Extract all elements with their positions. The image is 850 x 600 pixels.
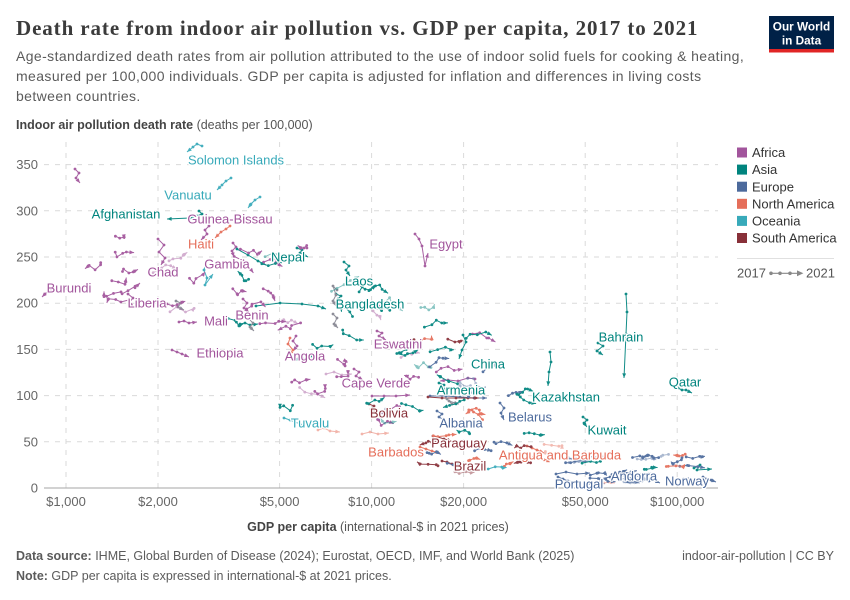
svg-text:$2,000: $2,000 [138,494,178,509]
svg-text:indoor-air-pollution | CC BY: indoor-air-pollution | CC BY [682,549,835,563]
svg-text:Afghanistan: Afghanistan [92,207,161,222]
svg-text:Tuvalu: Tuvalu [291,416,330,431]
svg-text:Age-standardized death rates f: Age-standardized death rates from air po… [16,48,744,64]
svg-text:300: 300 [16,203,38,218]
svg-text:Kazakhstan: Kazakhstan [532,390,600,405]
svg-text:Antigua and Barbuda: Antigua and Barbuda [499,448,622,463]
svg-text:Armenia: Armenia [437,383,486,398]
svg-text:Ethiopia: Ethiopia [197,346,245,361]
svg-text:Andorra: Andorra [611,469,658,484]
svg-text:GDP per capita (international-: GDP per capita (international-$ in 2021 … [247,520,509,534]
svg-text:Paraguay: Paraguay [431,436,487,451]
svg-text:North America: North America [752,196,835,211]
svg-text:2021: 2021 [806,266,835,281]
svg-text:Death rate from indoor air pol: Death rate from indoor air pollution vs.… [16,16,698,40]
svg-text:Asia: Asia [752,162,778,177]
svg-text:$10,000: $10,000 [348,494,395,509]
svg-text:Kuwait: Kuwait [587,423,626,438]
svg-text:$20,000: $20,000 [440,494,487,509]
svg-text:Data source: IHME, Global Burd: Data source: IHME, Global Burden of Dise… [16,549,574,563]
svg-text:Chad: Chad [147,265,178,280]
svg-text:South America: South America [752,231,837,246]
svg-text:350: 350 [16,157,38,172]
svg-text:measured per 100,000 individua: measured per 100,000 individuals. GDP pe… [16,68,701,84]
svg-text:Brazil: Brazil [454,459,487,474]
svg-text:Burundi: Burundi [47,281,92,296]
svg-text:Bangladesh: Bangladesh [336,297,405,312]
svg-text:Note: GDP per capita is expres: Note: GDP per capita is expressed in int… [16,569,392,583]
svg-text:Barbados: Barbados [368,445,424,460]
svg-text:China: China [471,357,506,372]
svg-text:in Data: in Data [782,34,822,48]
svg-text:Haiti: Haiti [188,237,214,252]
svg-text:50: 50 [24,434,38,449]
svg-text:0: 0 [31,481,38,496]
svg-text:between countries.: between countries. [16,88,141,104]
svg-text:Cape Verde: Cape Verde [342,376,411,391]
svg-text:150: 150 [16,342,38,357]
svg-text:250: 250 [16,250,38,265]
svg-text:Bahrain: Bahrain [599,330,644,345]
svg-text:Oceania: Oceania [752,214,801,229]
svg-text:Benin: Benin [235,308,268,323]
svg-text:Liberia: Liberia [127,296,167,311]
svg-text:Europe: Europe [752,179,794,194]
svg-text:Mali: Mali [204,314,228,329]
svg-text:Eswatini: Eswatini [374,337,423,352]
svg-text:$1,000: $1,000 [46,494,86,509]
svg-text:Vanuatu: Vanuatu [164,188,211,203]
svg-text:$100,000: $100,000 [650,494,704,509]
svg-text:100: 100 [16,388,38,403]
svg-text:$5,000: $5,000 [260,494,300,509]
svg-text:Solomon Islands: Solomon Islands [188,153,285,168]
svg-text:2017: 2017 [737,266,766,281]
svg-text:Portugal: Portugal [555,477,604,492]
svg-text:Angola: Angola [285,349,326,364]
svg-text:Egypt: Egypt [429,237,463,252]
svg-text:Nepal: Nepal [271,250,305,265]
svg-text:Our World: Our World [773,20,830,34]
svg-text:Laos: Laos [345,274,374,289]
svg-text:Norway: Norway [665,474,710,489]
svg-text:Gambia: Gambia [204,257,250,272]
svg-text:Africa: Africa [752,145,786,160]
svg-text:$50,000: $50,000 [562,494,609,509]
svg-text:200: 200 [16,296,38,311]
svg-text:Qatar: Qatar [669,375,702,390]
svg-text:Guinea-Bissau: Guinea-Bissau [187,212,272,227]
svg-text:Bolivia: Bolivia [370,406,409,421]
svg-text:Belarus: Belarus [508,410,553,425]
svg-text:Albania: Albania [439,416,483,431]
svg-text:Indoor air pollution death rat: Indoor air pollution death rate (deaths … [16,118,313,132]
